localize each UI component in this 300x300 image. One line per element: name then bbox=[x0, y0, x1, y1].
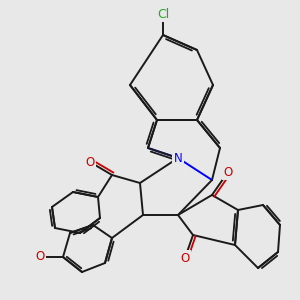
Text: O: O bbox=[224, 166, 232, 178]
Text: O: O bbox=[35, 250, 45, 263]
Text: Cl: Cl bbox=[157, 8, 169, 20]
Text: N: N bbox=[174, 152, 182, 164]
Text: O: O bbox=[85, 155, 94, 169]
Text: O: O bbox=[180, 251, 190, 265]
